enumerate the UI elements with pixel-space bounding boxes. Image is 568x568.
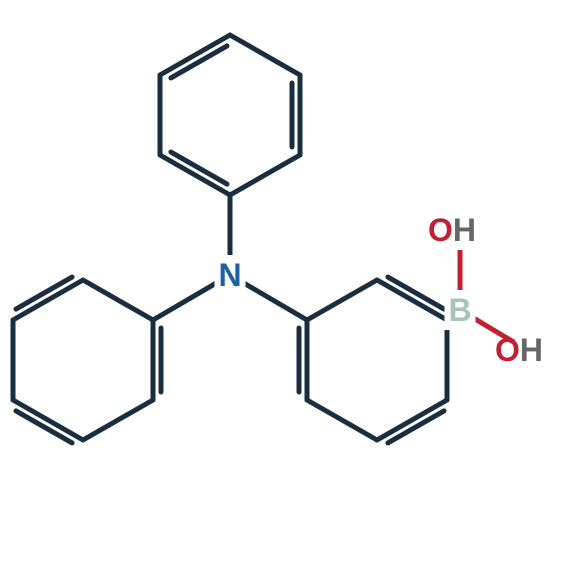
bond-line [83, 280, 153, 320]
svg-text:N: N [218, 257, 241, 293]
bond-line [377, 400, 447, 440]
molecule-diagram: N B OH OH [0, 0, 568, 568]
bond-line [160, 35, 230, 75]
bond-line [83, 400, 153, 440]
atom-label-n: N [214, 255, 245, 295]
bond-line [307, 280, 377, 320]
svg-text:OH: OH [495, 332, 543, 368]
bond-line [153, 282, 218, 320]
bond-line [242, 282, 307, 320]
bond-line [230, 35, 300, 75]
atom-label-o: OH [495, 330, 568, 370]
svg-text:B: B [448, 292, 471, 328]
bond-line [160, 155, 230, 195]
bond-line [377, 280, 447, 320]
bond-line [307, 400, 377, 440]
atom-label-o: OH [428, 210, 502, 250]
bond-line [13, 280, 83, 320]
bond-line [230, 155, 300, 195]
atom-label-b: B [444, 290, 475, 330]
bond-line [13, 400, 83, 440]
svg-text:OH: OH [428, 212, 476, 248]
